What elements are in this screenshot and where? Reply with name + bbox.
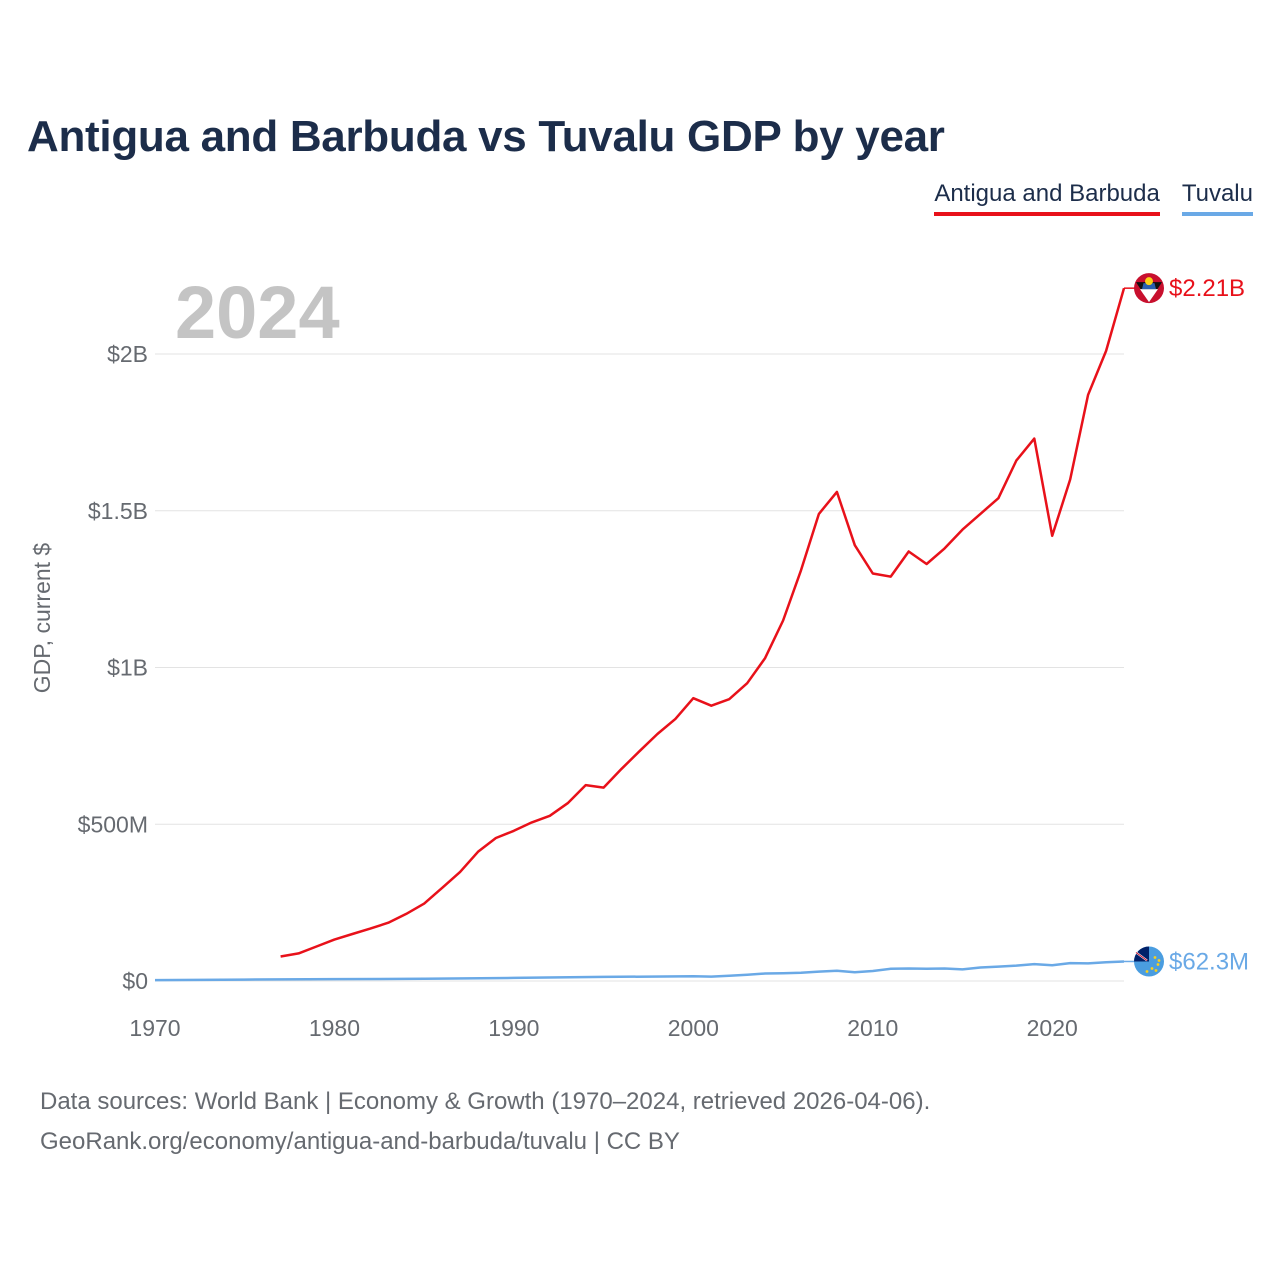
axis-layer: $0 $500M $1B $1.5B $2B 1970 1980 1990 2000 2010 20… [78,341,1078,1041]
year-overlay: 2024 [175,271,340,354]
grid-layer [155,353,1124,982]
y-tick-label: $500M [78,811,148,837]
series-line-antigua[interactable] [280,287,1126,958]
tuvalu-flag-icon [1134,946,1164,977]
end-value-label-antigua: $2.21B [1169,275,1245,302]
y-axis-title: GDP, current $ [29,543,55,694]
end-value-label-tuvalu: $62.3M [1169,948,1249,975]
footer-sources: Data sources: World Bank | Economy & Gro… [40,1088,931,1115]
footer-attribution: GeoRank.org/economy/antigua-and-barbuda/… [40,1128,680,1155]
gdp-line-chart: 2024 $0 $500M $1B $1.5B $2B 1970 1980 1990 2000 2… [29,271,1249,1041]
legend-item-tuvalu[interactable]: Tuvalu [1181,180,1253,216]
footer: Data sources: World Bank | Economy & Gro… [40,1082,930,1162]
chart-title: Antigua and Barbuda vs Tuvalu GDP by yea… [27,112,945,161]
y-tick-label: $1B [107,655,148,681]
legend-item-antigua[interactable]: Antigua and Barbuda [934,180,1160,216]
legend: Antigua and Barbuda Tuvalu [934,180,1253,216]
antigua-flag-icon [1134,273,1164,304]
end-label-layer: $2.21B $62.3M [1124,273,1249,977]
x-tick-label: 1980 [309,1015,360,1041]
x-tick-label: 2020 [1027,1015,1078,1041]
x-tick-label: 2000 [668,1015,719,1041]
y-tick-label: $2B [107,341,148,367]
series-layer [154,287,1126,982]
x-tick-label: 2010 [847,1015,898,1041]
y-tick-label: $1.5B [88,498,148,524]
series-line-tuvalu[interactable] [154,960,1125,982]
x-tick-label: 1970 [129,1015,180,1041]
x-tick-label: 1990 [488,1015,539,1041]
y-tick-label: $0 [122,968,148,994]
